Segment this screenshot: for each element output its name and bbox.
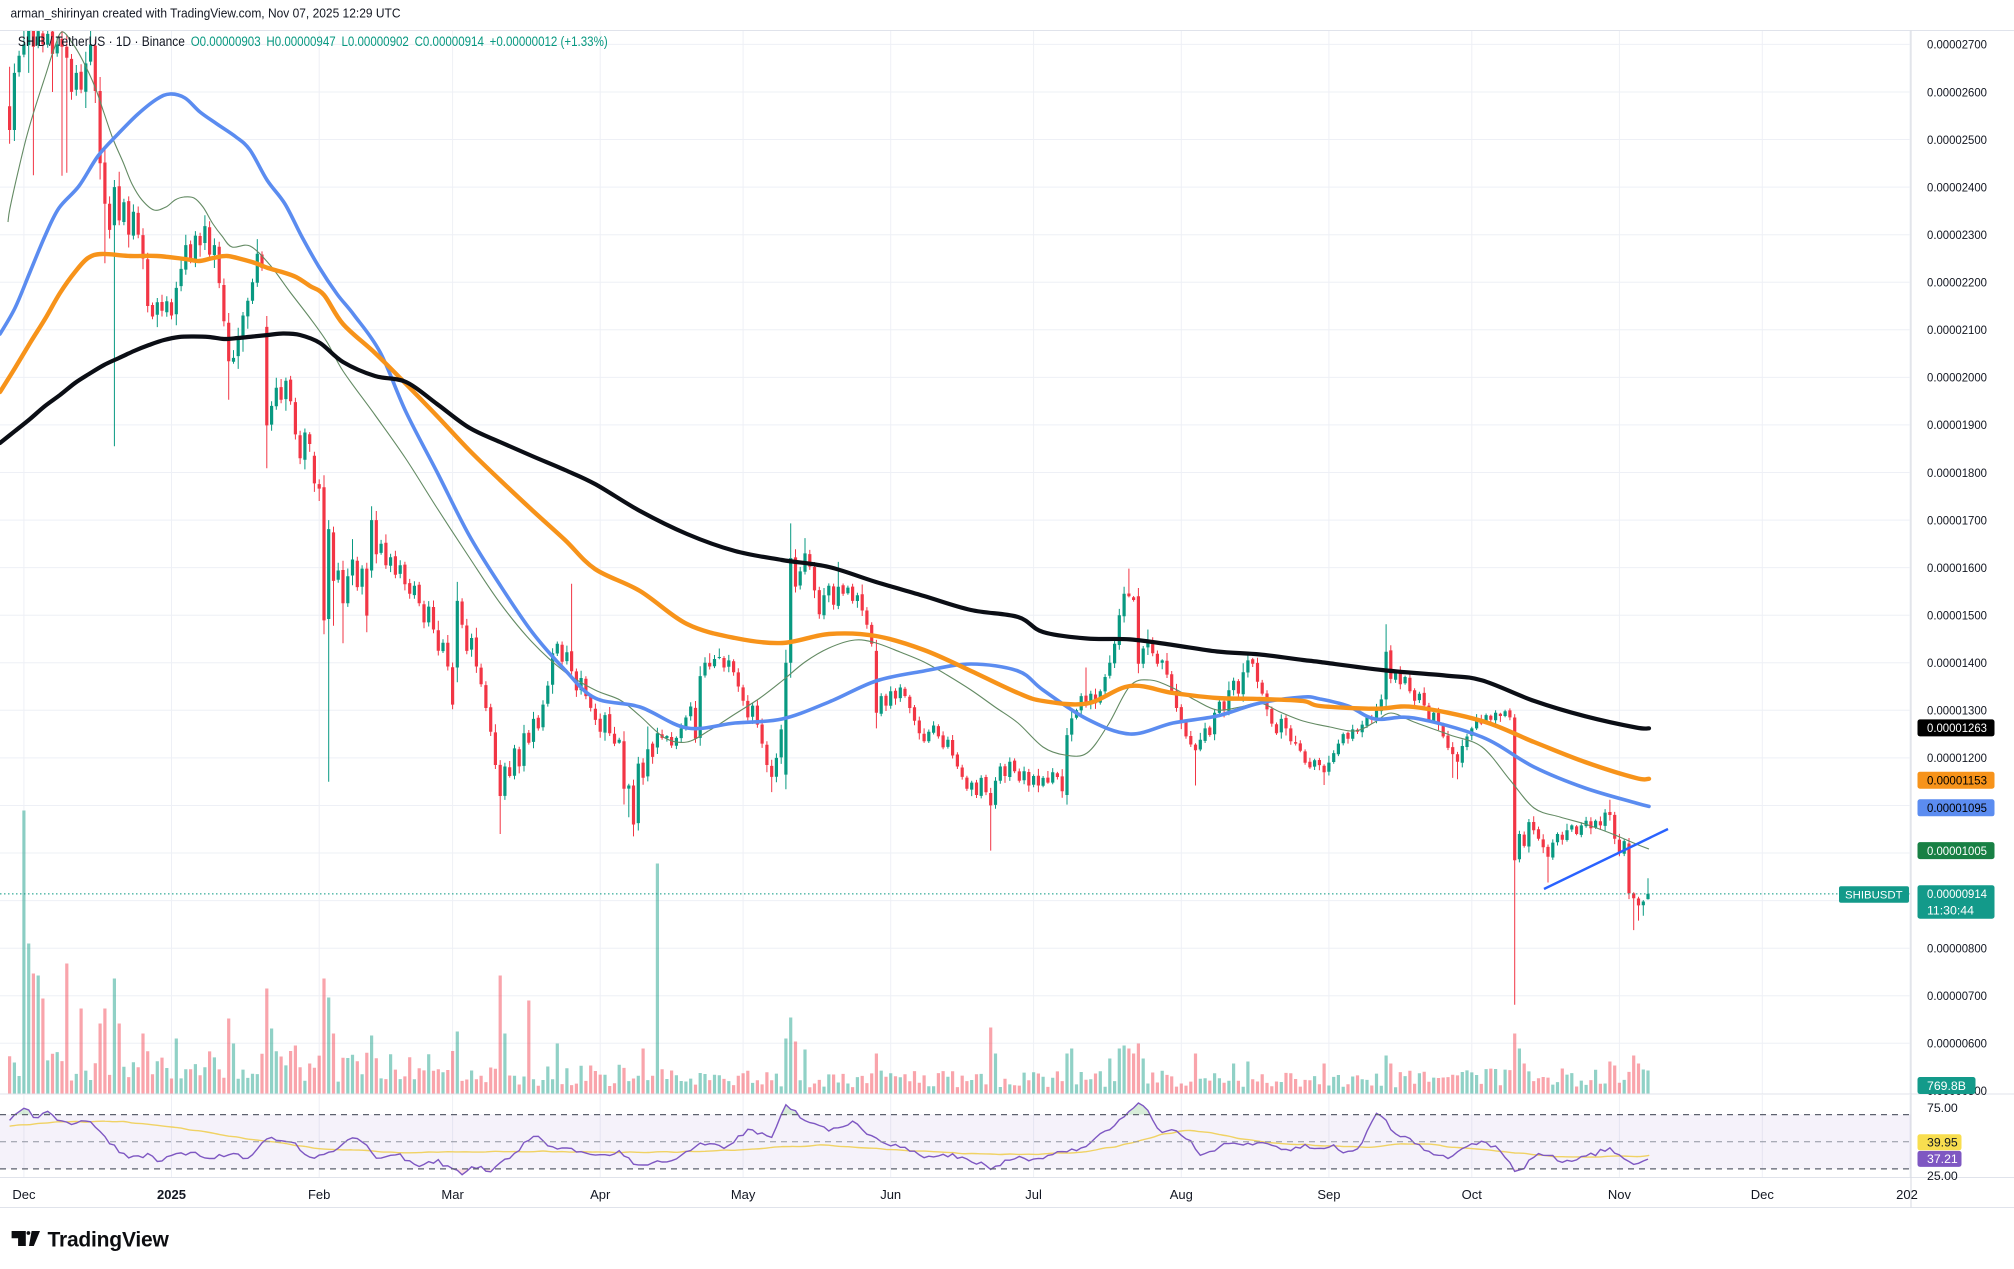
- svg-text:0.00001005: 0.00001005: [1927, 844, 1987, 858]
- svg-text:Jun: Jun: [880, 1187, 901, 1202]
- svg-text:0.00002000: 0.00002000: [1927, 371, 1987, 385]
- svg-text:0.00001500: 0.00001500: [1927, 609, 1987, 623]
- svg-text:0.00002200: 0.00002200: [1927, 276, 1987, 290]
- svg-text:769.8B: 769.8B: [1927, 1079, 1966, 1093]
- svg-text:arman_shirinyan created with T: arman_shirinyan created with TradingView…: [11, 6, 401, 21]
- svg-text:0.00001153: 0.00001153: [1927, 774, 1987, 788]
- svg-text:SHIB / TetherUS · 1D · Binance: SHIB / TetherUS · 1D · Binance: [18, 34, 185, 49]
- svg-text:0.00002300: 0.00002300: [1927, 228, 1987, 242]
- svg-text:Sep: Sep: [1317, 1187, 1340, 1202]
- svg-text:0.00000800: 0.00000800: [1927, 942, 1987, 956]
- svg-text:0.00001200: 0.00001200: [1927, 751, 1987, 765]
- svg-text:0.00000700: 0.00000700: [1927, 989, 1987, 1003]
- svg-text:0.00000914: 0.00000914: [1927, 887, 1987, 901]
- svg-text:May: May: [731, 1187, 756, 1202]
- svg-text:Dec: Dec: [12, 1187, 36, 1202]
- svg-text:TradingView: TradingView: [48, 1229, 170, 1252]
- svg-text:O0.00000903 H0.00000947 L0.000: O0.00000903 H0.00000947 L0.00000902 C0.0…: [191, 34, 608, 49]
- svg-text:0.00001700: 0.00001700: [1927, 513, 1987, 527]
- svg-text:0.00001600: 0.00001600: [1927, 561, 1987, 575]
- svg-text:11:30:44: 11:30:44: [1927, 904, 1974, 918]
- svg-text:0.00002600: 0.00002600: [1927, 85, 1987, 99]
- svg-text:0.00001400: 0.00001400: [1927, 656, 1987, 670]
- svg-text:25.00: 25.00: [1927, 1169, 1958, 1183]
- svg-text:0.00001800: 0.00001800: [1927, 466, 1987, 480]
- svg-text:2025: 2025: [157, 1187, 186, 1202]
- svg-text:0.00001095: 0.00001095: [1927, 801, 1987, 815]
- svg-text:Nov: Nov: [1608, 1187, 1632, 1202]
- svg-text:0.00002500: 0.00002500: [1927, 133, 1987, 147]
- svg-text:0.00002400: 0.00002400: [1927, 180, 1987, 194]
- svg-text:Oct: Oct: [1462, 1187, 1483, 1202]
- svg-text:Aug: Aug: [1170, 1187, 1193, 1202]
- svg-text:0.00001300: 0.00001300: [1927, 704, 1987, 718]
- svg-text:0.00002100: 0.00002100: [1927, 323, 1987, 337]
- svg-text:39.95: 39.95: [1927, 1136, 1958, 1150]
- svg-text:Mar: Mar: [441, 1187, 464, 1202]
- svg-text:0.00001900: 0.00001900: [1927, 418, 1987, 432]
- svg-text:SHIBUSDT: SHIBUSDT: [1845, 890, 1903, 902]
- svg-text:Jul: Jul: [1025, 1187, 1042, 1202]
- svg-text:Feb: Feb: [308, 1187, 330, 1202]
- svg-text:202: 202: [1896, 1187, 1918, 1202]
- svg-text:Apr: Apr: [590, 1187, 611, 1202]
- svg-text:37.21: 37.21: [1927, 1152, 1958, 1166]
- svg-text:0.00001263: 0.00001263: [1927, 721, 1987, 735]
- svg-text:75.00: 75.00: [1927, 1101, 1958, 1115]
- svg-text:0.00000600: 0.00000600: [1927, 1037, 1987, 1051]
- svg-text:0.00002700: 0.00002700: [1927, 38, 1987, 52]
- svg-text:Dec: Dec: [1751, 1187, 1775, 1202]
